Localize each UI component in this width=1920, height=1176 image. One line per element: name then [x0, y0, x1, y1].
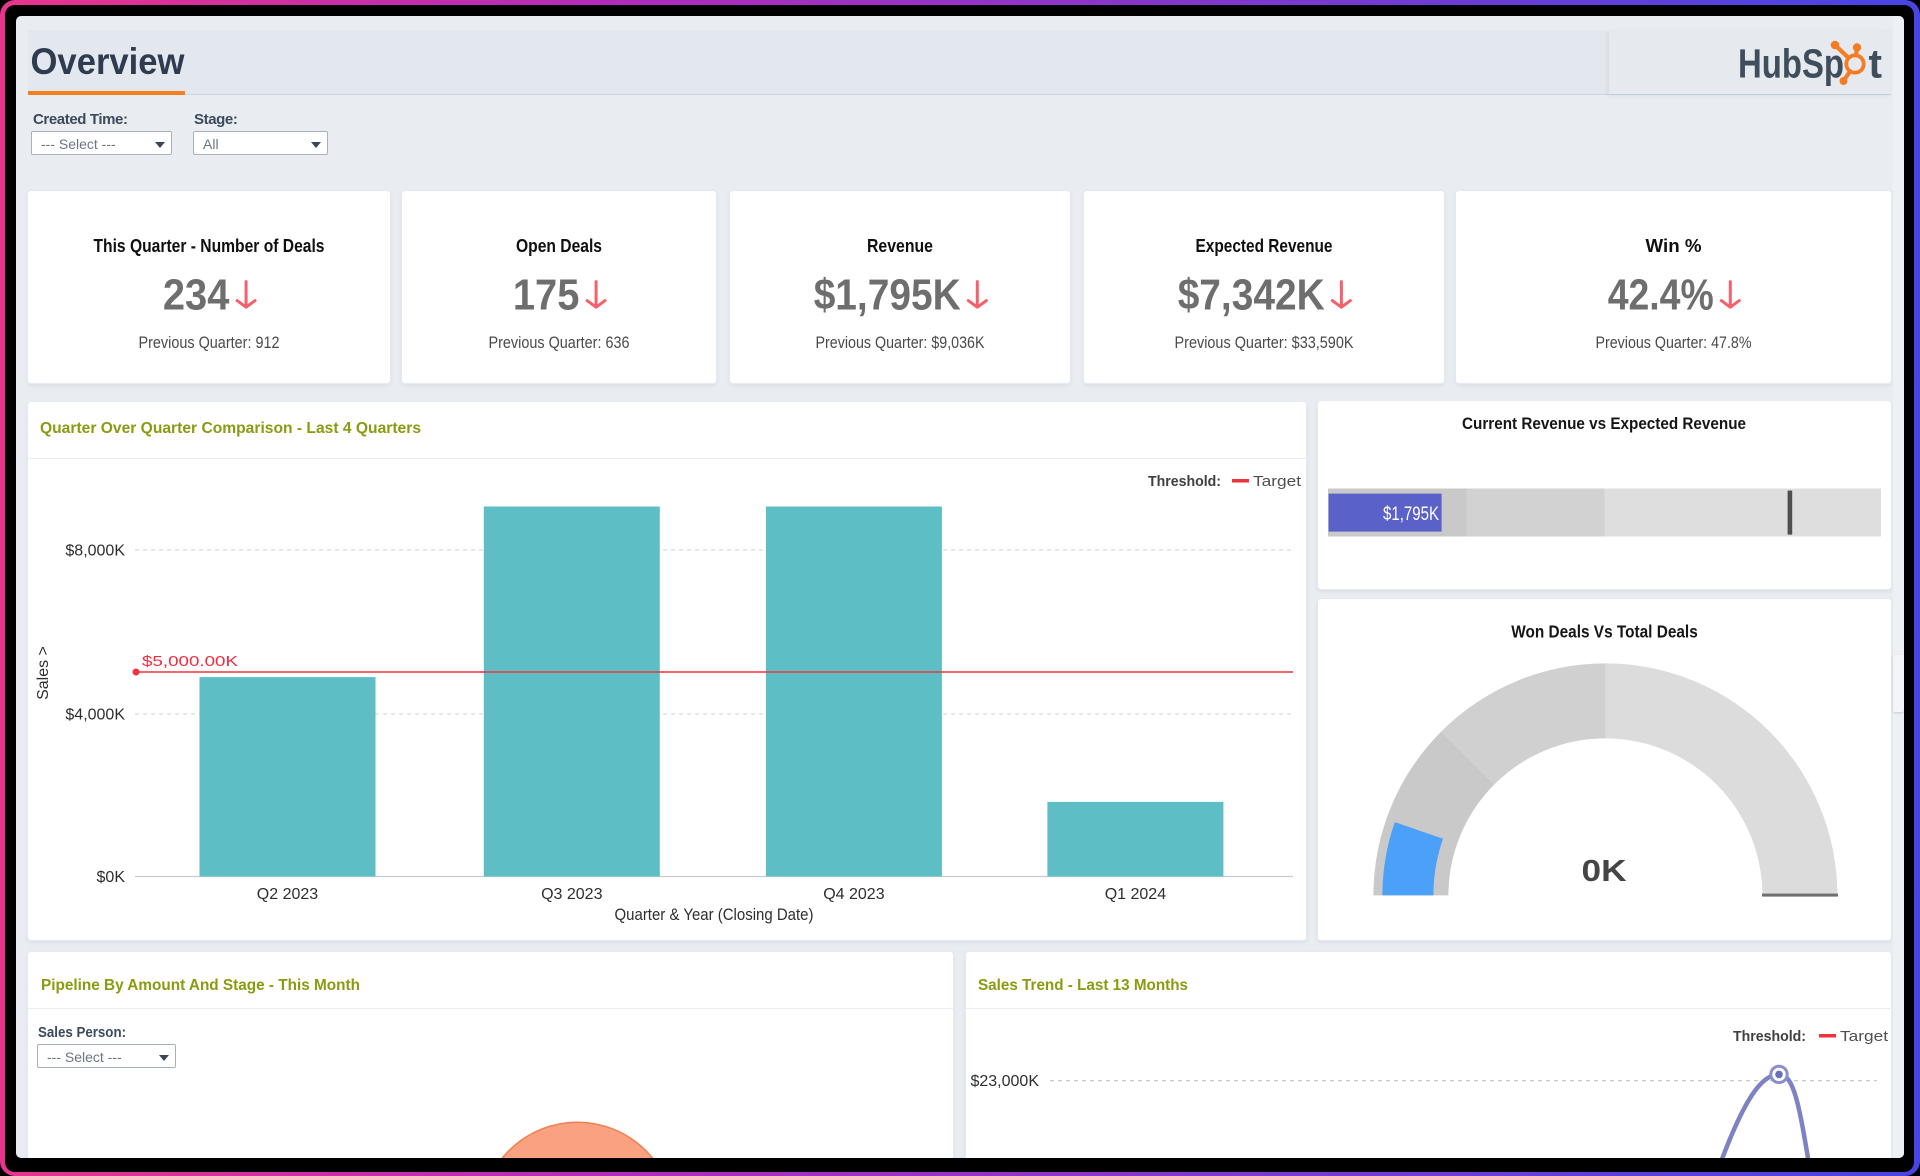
- svg-text:Q1 2024: Q1 2024: [1105, 886, 1166, 903]
- svg-text:$8,000K: $8,000K: [65, 542, 125, 559]
- svg-text:HubSp: HubSp: [1738, 41, 1844, 87]
- svg-text:$1,795K: $1,795K: [1383, 503, 1439, 525]
- svg-text:Threshold:: Threshold:: [1733, 1028, 1806, 1045]
- svg-text:$4,000K: $4,000K: [65, 706, 125, 723]
- svg-text:Win %: Win %: [1646, 236, 1702, 256]
- svg-text:Won Deals Vs Total Deals: Won Deals Vs Total Deals: [1511, 622, 1698, 642]
- svg-text:Sales >: Sales >: [35, 646, 52, 700]
- svg-text:Current Revenue vs Expected Re: Current Revenue vs Expected Revenue: [1462, 414, 1746, 433]
- svg-text:Quarter Over Quarter Compariso: Quarter Over Quarter Comparison - Last 4…: [40, 420, 421, 437]
- svg-text:Quarter & Year (Closing Date): Quarter & Year (Closing Date): [615, 905, 814, 924]
- svg-text:Revenue: Revenue: [867, 236, 933, 256]
- svg-text:$0K: $0K: [97, 869, 126, 886]
- svg-text:$7,342K: $7,342K: [1178, 271, 1325, 320]
- svg-text:Previous Quarter: 912: Previous Quarter: 912: [139, 333, 280, 352]
- svg-text:Q3 2023: Q3 2023: [541, 886, 602, 903]
- svg-text:Overview: Overview: [31, 41, 185, 82]
- svg-text:175: 175: [513, 271, 580, 320]
- svg-text:Threshold:: Threshold:: [1148, 473, 1221, 490]
- svg-text:This Quarter - Number of Deals: This Quarter - Number of Deals: [94, 236, 325, 256]
- svg-text:42.4%: 42.4%: [1608, 271, 1714, 320]
- svg-text:$5,000.00K: $5,000.00K: [142, 653, 238, 670]
- svg-text:Q2 2023: Q2 2023: [257, 886, 318, 903]
- svg-text:Sales Person:: Sales Person:: [38, 1024, 126, 1041]
- svg-text:Previous Quarter: 47.8%: Previous Quarter: 47.8%: [1596, 333, 1752, 352]
- svg-text:Previous Quarter: $33,590K: Previous Quarter: $33,590K: [1175, 333, 1355, 352]
- svg-text:t: t: [1869, 41, 1883, 87]
- svg-text:Previous Quarter: 636: Previous Quarter: 636: [489, 333, 630, 352]
- svg-text:Target: Target: [1840, 1028, 1889, 1045]
- svg-text:Previous Quarter: $9,036K: Previous Quarter: $9,036K: [816, 333, 986, 352]
- svg-text:$23,000K: $23,000K: [970, 1073, 1039, 1090]
- svg-text:234: 234: [163, 271, 230, 320]
- svg-text:Target: Target: [1253, 473, 1302, 490]
- svg-text:Open Deals: Open Deals: [516, 236, 602, 256]
- svg-text:$1,795K: $1,795K: [814, 271, 961, 320]
- svg-text:Pipeline By Amount And Stage -: Pipeline By Amount And Stage - This Mont…: [41, 977, 360, 994]
- svg-text:Sales Trend - Last 13 Months: Sales Trend - Last 13 Months: [978, 977, 1188, 994]
- svg-text:Q4 2023: Q4 2023: [823, 886, 884, 903]
- svg-text:0K: 0K: [1582, 853, 1628, 888]
- svg-text:Expected Revenue: Expected Revenue: [1196, 236, 1333, 256]
